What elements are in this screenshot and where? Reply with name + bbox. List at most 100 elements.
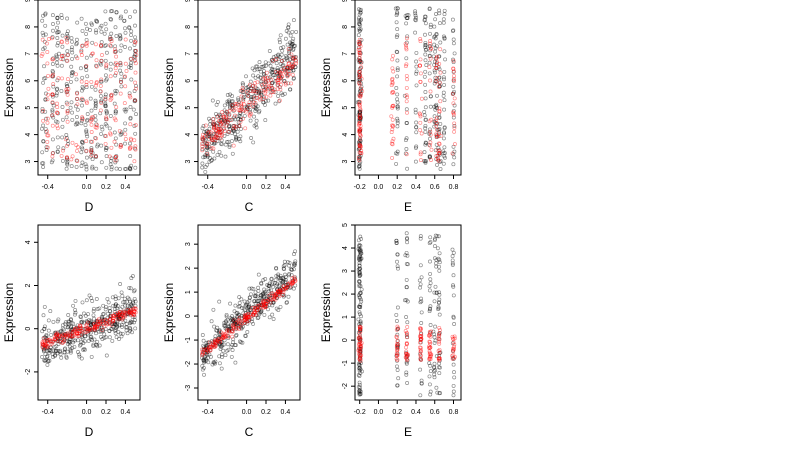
red-point	[429, 158, 433, 162]
black-point	[428, 44, 433, 49]
black-point	[109, 44, 113, 49]
black-point	[103, 321, 108, 325]
red-point	[418, 79, 423, 84]
red-point	[123, 137, 128, 141]
black-point	[435, 93, 439, 98]
red-point	[289, 81, 294, 86]
black-point	[123, 26, 127, 31]
black-point	[404, 285, 409, 290]
black-point	[113, 49, 118, 54]
red-point	[437, 61, 442, 66]
black-point	[246, 306, 251, 311]
red-point	[265, 298, 269, 303]
black-point	[208, 146, 213, 151]
black-point	[270, 81, 275, 86]
black-point	[51, 115, 56, 120]
black-point	[88, 335, 93, 340]
black-point	[264, 80, 268, 85]
black-point	[428, 235, 433, 240]
black-point	[230, 105, 235, 110]
black-point	[249, 97, 254, 102]
red-point	[211, 122, 216, 127]
red-point	[89, 122, 94, 127]
black-point	[280, 292, 285, 297]
black-point	[248, 95, 253, 100]
x-tick-label: 0.0	[242, 409, 252, 416]
black-point	[428, 104, 433, 109]
red-point	[418, 128, 423, 133]
red-point	[275, 78, 280, 83]
black-point	[283, 36, 288, 41]
black-point	[278, 287, 283, 292]
black-point	[125, 308, 130, 313]
red-point	[437, 358, 441, 363]
black-point	[217, 331, 222, 336]
black-point	[417, 278, 422, 283]
black-point	[284, 29, 289, 33]
black-point	[205, 356, 210, 360]
black-point	[200, 364, 205, 368]
red-point	[290, 281, 294, 286]
black-point	[59, 12, 64, 17]
red-point	[428, 89, 433, 94]
black-point	[357, 146, 362, 151]
red-point	[120, 312, 125, 317]
red-point	[104, 317, 108, 322]
black-point	[236, 117, 241, 122]
black-point	[437, 84, 442, 89]
red-point	[108, 74, 113, 79]
black-point	[357, 247, 362, 252]
black-point	[433, 56, 438, 61]
red-point	[218, 129, 223, 134]
black-point	[53, 331, 58, 336]
red-point	[263, 75, 268, 80]
red-point	[55, 105, 60, 110]
black-point	[435, 153, 440, 158]
red-point	[123, 84, 128, 89]
black-point	[257, 108, 262, 113]
black-point	[435, 127, 440, 132]
black-point	[55, 57, 60, 61]
black-point	[76, 334, 81, 338]
red-point	[133, 80, 138, 85]
black-point	[234, 126, 238, 131]
black-point	[234, 136, 239, 141]
black-point	[207, 134, 212, 139]
red-point	[208, 345, 213, 350]
black-point	[130, 315, 135, 319]
black-point	[202, 136, 207, 141]
black-point	[40, 150, 45, 155]
red-point	[358, 127, 363, 131]
y-tick-label: 4	[25, 240, 32, 244]
black-point	[57, 339, 62, 344]
black-point	[234, 321, 239, 326]
black-point	[419, 357, 423, 362]
red-point	[51, 72, 55, 77]
black-point	[252, 299, 257, 304]
red-point	[418, 79, 423, 84]
y-tick-label: 4	[342, 133, 349, 137]
red-point	[132, 138, 137, 143]
black-point	[74, 54, 78, 59]
black-point	[60, 334, 65, 339]
black-point	[127, 165, 132, 170]
black-point	[43, 358, 48, 362]
red-point	[261, 303, 266, 308]
red-point	[452, 342, 457, 347]
black-point	[231, 108, 236, 113]
black-point	[224, 314, 229, 319]
black-point	[99, 124, 104, 129]
y-tick-label: 8	[185, 25, 192, 29]
black-point	[358, 250, 363, 255]
black-point	[50, 62, 55, 66]
black-point	[423, 48, 428, 53]
black-point	[403, 151, 408, 156]
black-point	[244, 74, 248, 79]
black-point	[437, 353, 442, 358]
black-point	[205, 132, 210, 137]
red-point	[127, 145, 132, 150]
red-point	[93, 42, 98, 47]
black-point	[66, 142, 71, 146]
black-point	[215, 135, 220, 140]
red-point	[357, 120, 362, 125]
